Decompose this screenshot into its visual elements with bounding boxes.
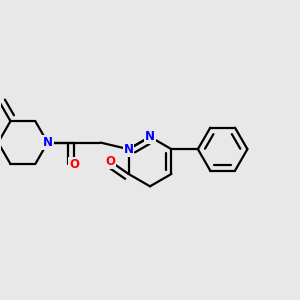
Text: O: O	[105, 155, 116, 168]
Text: N: N	[124, 143, 134, 156]
Text: O: O	[69, 158, 79, 170]
Text: N: N	[43, 136, 52, 149]
Text: N: N	[43, 136, 52, 149]
Text: N: N	[145, 130, 155, 143]
